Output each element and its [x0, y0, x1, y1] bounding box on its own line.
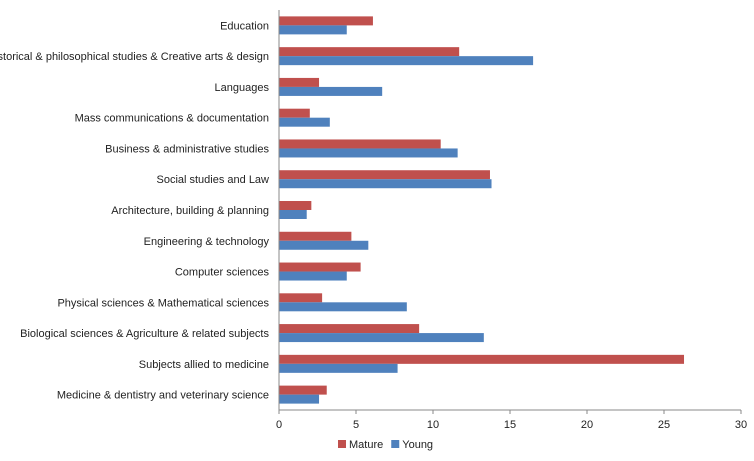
category-label: Social studies and Law [156, 174, 269, 186]
bar-mature-12 [279, 385, 327, 395]
category-label: Historical & philosophical studies & Cre… [0, 51, 269, 63]
bar-young-0 [279, 25, 347, 35]
bar-mature-4 [279, 139, 441, 149]
bar-mature-7 [279, 231, 352, 241]
bar-mature-10 [279, 324, 420, 334]
category-label: Architecture, building & planning [111, 205, 269, 217]
bar-young-5 [279, 179, 492, 189]
bars-group [279, 16, 685, 404]
bar-young-12 [279, 394, 320, 404]
bar-young-10 [279, 333, 484, 343]
bar-mature-0 [279, 16, 373, 26]
category-label: Medicine & dentistry and veterinary scie… [57, 390, 269, 402]
category-label: Mass communications & documentation [75, 113, 269, 125]
category-label: Engineering & technology [144, 236, 270, 248]
bar-mature-6 [279, 201, 312, 210]
bar-young-2 [279, 86, 383, 96]
x-tick-label: 20 [581, 419, 593, 431]
x-tick-label: 25 [658, 419, 670, 431]
legend-swatch-young [391, 440, 400, 448]
legend: Mature Young [338, 439, 433, 451]
bar-mature-3 [279, 108, 310, 118]
bar-mature-5 [279, 170, 490, 180]
bar-mature-9 [279, 293, 323, 303]
category-label: Business & administrative studies [105, 143, 269, 155]
x-tick-label: 15 [504, 419, 516, 431]
bar-young-11 [279, 363, 398, 373]
bar-young-3 [279, 117, 330, 127]
category-label: Computer sciences [175, 267, 270, 279]
bar-young-9 [279, 302, 407, 312]
bar-mature-8 [279, 262, 361, 272]
bar-mature-11 [279, 354, 685, 364]
legend-label-young: Young [402, 439, 433, 451]
bar-young-8 [279, 271, 347, 281]
category-label: Subjects allied to medicine [139, 359, 269, 371]
bar-young-6 [279, 210, 307, 219]
bar-young-1 [279, 56, 534, 66]
bar-mature-1 [279, 47, 460, 57]
x-tick-label: 5 [353, 419, 359, 431]
bar-young-7 [279, 240, 369, 250]
category-label: Education [220, 20, 269, 32]
x-ticks-group: 0 5 10 15 20 25 30 [276, 410, 747, 431]
category-label: Languages [215, 82, 270, 94]
category-label: Physical sciences & Mathematical science… [57, 297, 269, 309]
legend-swatch-mature [338, 440, 346, 448]
bar-young-4 [279, 148, 458, 158]
bar-mature-2 [279, 77, 320, 87]
legend-label-mature: Mature [349, 439, 383, 451]
x-tick-label: 30 [735, 419, 747, 431]
x-tick-label: 10 [427, 419, 439, 431]
category-labels-group: Education Historical & philosophical stud… [0, 20, 269, 401]
x-tick-label: 0 [276, 419, 282, 431]
category-label: Biological sciences & Agriculture & rela… [20, 328, 269, 340]
